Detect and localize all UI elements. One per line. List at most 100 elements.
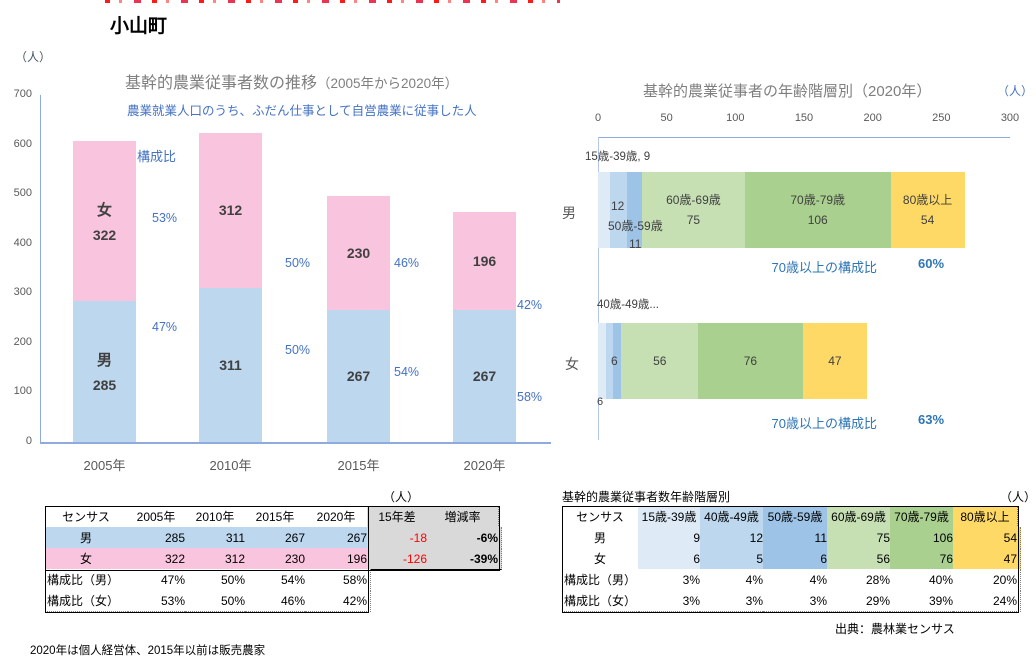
table-cell: 311 [185, 527, 249, 549]
segment-value-label: 76 [743, 354, 758, 368]
over70-composition-pct-male: 60% [918, 256, 945, 271]
right-table-unit-label: （人） [1000, 490, 1036, 504]
table-cell: 2015年 [245, 506, 306, 528]
bar-segment-female: 312 [199, 133, 262, 288]
table-cell: 40% [890, 569, 957, 591]
h-bar-segment [610, 172, 627, 248]
table-cell: 29% [827, 590, 894, 612]
right-chart-unit-label: （人） [997, 84, 1034, 98]
category-label-female: 女 [565, 356, 579, 372]
table-cell: 3% [638, 569, 704, 591]
composition-pct-female: 42% [517, 298, 543, 312]
left-chart-x-axis [40, 442, 551, 444]
segment-value-label: 106 [807, 213, 828, 227]
table-cell: 5 [700, 548, 767, 570]
table-cell: 267 [305, 527, 371, 549]
male-age3-value-label: 11 [629, 237, 642, 251]
male-age2-value-label: 12 [611, 199, 625, 213]
table-cell: 6 [763, 548, 831, 570]
composition-pct-male: 54% [394, 365, 420, 379]
x-axis-tick-label: 150 [794, 112, 814, 124]
male-age3-name-label: 50歳-59歳 [608, 219, 663, 233]
table-cell: 増減率 [427, 506, 499, 528]
x-axis-category-label: 2015年 [337, 458, 380, 473]
table-cell: 3% [638, 590, 704, 612]
table-cell: 42% [305, 590, 371, 612]
table-cell: 3% [763, 590, 831, 612]
left-chart-title-main: 基幹的農業従事者数の推移 [125, 75, 318, 92]
y-axis-tick-label: 200 [13, 335, 32, 348]
table-cell: 54 [953, 527, 1021, 549]
segment-name-label: 60歳-69歳 [666, 193, 721, 207]
table-cell: 50% [185, 569, 249, 591]
h-bar-segment [613, 323, 622, 399]
female-age3-value-label: 6 [611, 354, 618, 368]
left-chart-subtitle: 農業就業人口のうち、ふだん仕事として自営農業に従事した人 [127, 104, 477, 118]
female-age1-value-label: 6 [597, 396, 604, 408]
segment-name-label: 80歳以上 [902, 193, 953, 207]
table-cell: 39% [890, 590, 957, 612]
male-age1-annotation: 15歳-39歳, 9 [585, 151, 651, 163]
table-cell: 70歳-79歳 [890, 506, 954, 528]
segment-value-label: 56 [653, 354, 667, 368]
table-cell: 196 [305, 548, 371, 570]
table-cell: 50% [185, 590, 249, 612]
right-chart-x-axis [598, 137, 1010, 138]
table-cell: 15年差 [367, 506, 428, 528]
x-axis-tick-label: 200 [863, 112, 882, 124]
left-chart-title: 基幹的農業従事者数の推移（2005年から2020年） [125, 69, 458, 93]
page-footnote: 2020年は個人経営体、2015年以前は販売農家 [30, 645, 266, 657]
h-bar-segment: 56 [621, 323, 699, 399]
bar-value-label: 230 [346, 244, 371, 261]
series-name-label: 女 [96, 201, 112, 219]
clipped-red-text-fragments [105, 0, 560, 3]
left-chart-unit-label: （人） [15, 50, 52, 64]
segment-name-label: 70歳-79歳 [790, 193, 846, 207]
bar-value-label: 285 [92, 377, 117, 394]
bar-value-label: 196 [472, 253, 497, 270]
table-cell: 76 [890, 548, 957, 570]
table-cell: 女 [45, 548, 128, 570]
x-axis-category-label: 2020年 [463, 458, 506, 473]
composition-header-label: 構成比 [137, 149, 177, 164]
data-source-note: 出典：農林業センサス [835, 622, 955, 636]
table-cell: 構成比（女） [45, 590, 130, 612]
y-axis-tick-label: 400 [13, 236, 32, 249]
series-name-label: 男 [96, 352, 112, 370]
table-cell: 60歳-69歳 [827, 506, 891, 528]
h-bar-segment: 70歳-79歳 106 [744, 172, 891, 248]
y-axis-tick-label: 600 [13, 137, 32, 150]
x-axis-category-label: 2005年 [83, 458, 126, 473]
bar-segment-female: 女 322 [73, 141, 136, 301]
table-cell: 106 [890, 527, 957, 549]
table-cell: 構成比（男） [562, 569, 641, 591]
table-cell: 47% [127, 569, 189, 591]
category-label-male: 男 [562, 205, 576, 221]
composition-pct-female: 46% [394, 256, 420, 270]
x-axis-tick-label: 0 [594, 112, 602, 124]
table-cell: 4% [700, 569, 767, 591]
left-table-unit-label: （人） [383, 490, 420, 504]
composition-pct-male: 47% [152, 320, 178, 334]
h-bar-segment: 47 [802, 323, 868, 399]
table-cell: 53% [127, 590, 189, 612]
h-bar-segment: 76 [698, 323, 803, 399]
table-cell: センサス [45, 506, 128, 528]
bar-value-label: 267 [346, 367, 371, 384]
h-bar-segment [598, 172, 611, 248]
table-cell: 28% [827, 569, 894, 591]
y-axis-tick-label: 700 [13, 88, 32, 100]
table-cell: 322 [127, 548, 189, 570]
left-chart-y-axis [40, 95, 41, 442]
y-axis-tick-label: 0 [25, 435, 32, 447]
h-bar-segment [626, 172, 642, 248]
bar-segment-male: 311 [199, 287, 262, 442]
table-cell: 54% [245, 569, 309, 591]
segment-value-label: 75 [686, 213, 701, 227]
bar-segment-female: 230 [327, 195, 390, 310]
bar-segment-female: 196 [453, 212, 516, 310]
table-cell: 80歳以上 [953, 506, 1018, 528]
segment-value-label: 47 [828, 354, 842, 368]
x-axis-tick-label: 300 [1000, 112, 1020, 124]
